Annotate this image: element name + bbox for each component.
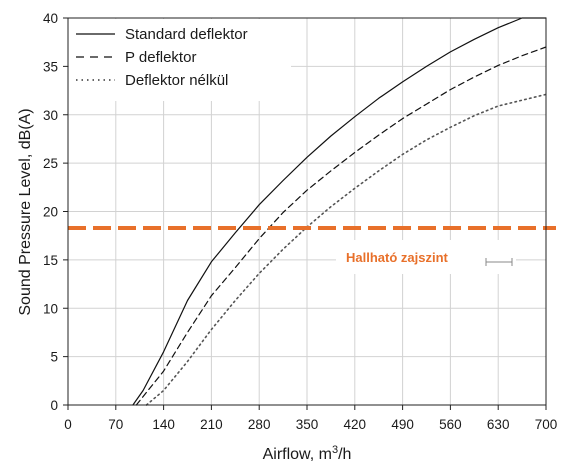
x-tick-label: 210 [200, 417, 223, 432]
x-axis-title-main: Airflow, m [263, 446, 332, 463]
y-tick-label: 40 [43, 11, 58, 26]
reference-annotation: Hallható zajszint [336, 240, 516, 274]
y-tick-label: 35 [43, 59, 58, 74]
legend-box [69, 19, 291, 101]
y-tick-label: 5 [50, 350, 58, 365]
x-tick-label: 280 [248, 417, 271, 432]
x-axis-title: Airflow, m3/h [263, 444, 352, 463]
legend-label-standard: Standard deflektor [125, 26, 248, 43]
x-tick-label: 560 [439, 417, 462, 432]
x-tick-label: 630 [487, 417, 510, 432]
x-tick-label: 140 [152, 417, 175, 432]
annotation-background [336, 240, 516, 274]
annotation-label: Hallható zajszint [346, 250, 449, 265]
legend-label-nelkul: Deflektor nélkül [125, 72, 228, 89]
x-axis-title-sup: 3 [332, 444, 338, 456]
series-line-1 [135, 46, 547, 406]
x-tick-label: 70 [108, 417, 123, 432]
y-tick-label: 30 [43, 108, 58, 123]
x-tick-label: 0 [64, 417, 72, 432]
x-tick-label: 420 [344, 417, 367, 432]
y-axis-title: Sound Pressure Level, dB(A) [17, 108, 34, 315]
legend-label-p: P deflektor [125, 49, 196, 66]
y-tick-label: 15 [43, 253, 58, 268]
x-axis-title-tail: /h [338, 446, 351, 463]
x-tick-label: 350 [296, 417, 319, 432]
series-line-2 [145, 93, 547, 406]
x-tick-label: 490 [391, 417, 414, 432]
legend: Standard deflektor P deflektor Deflektor… [69, 19, 291, 101]
tick-labels: 0 70 140 210 280 350 420 490 560 630 700 0 5 10 15 20 25… [43, 11, 557, 432]
y-tick-label: 0 [50, 398, 58, 413]
x-tick-label: 700 [535, 417, 558, 432]
y-tick-label: 10 [43, 301, 58, 316]
y-tick-label: 20 [43, 205, 58, 220]
series-layer [132, 17, 547, 406]
y-tick-label: 25 [43, 156, 58, 171]
series-line-0 [132, 17, 547, 406]
